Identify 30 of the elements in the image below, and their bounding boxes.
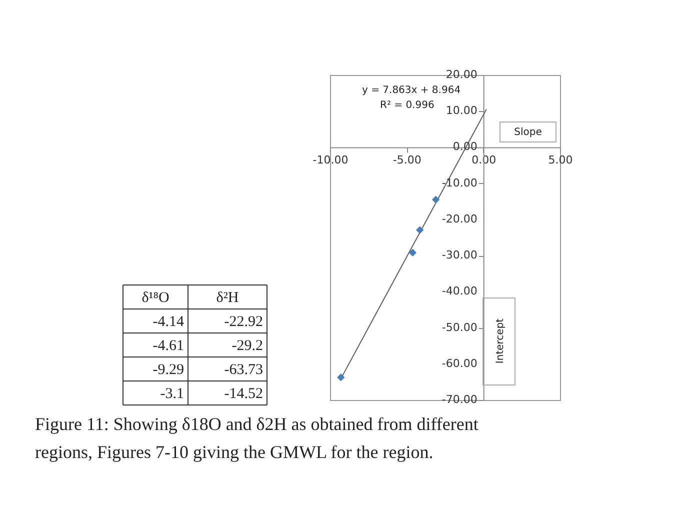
annotation: Intercept xyxy=(495,318,506,364)
text: -9.29 xyxy=(152,362,184,378)
x-tick-label: 5.00 xyxy=(548,154,573,167)
caption: Figure 11: Showing δ18O and δ2H as obtained from different regions, Figures 7-10 giving the GMWL for the region. xyxy=(35,414,478,462)
text: -63.73 xyxy=(224,362,263,378)
text: -3.1 xyxy=(160,386,184,402)
y-tick-label: -70.00 xyxy=(442,393,478,406)
text: -14.52 xyxy=(224,386,263,402)
y-tick-label: -60.00 xyxy=(442,356,478,370)
y-tick-label: -30.00 xyxy=(442,248,478,262)
y-tick-label: -20.00 xyxy=(442,212,478,226)
annotation: R² = 0.996 xyxy=(380,100,434,111)
point xyxy=(337,373,345,382)
x-tick-label: -10.00 xyxy=(312,154,348,167)
annotation: Slope xyxy=(514,127,542,138)
text: δ²H xyxy=(216,290,239,306)
text: -4.14 xyxy=(152,314,184,330)
y-tick-label: 10.00 xyxy=(446,104,478,118)
point xyxy=(416,226,424,234)
point xyxy=(408,248,417,257)
text: -4.61 xyxy=(152,338,184,354)
y-tick-label: 20.00 xyxy=(446,68,478,81)
y-tick-label: -50.00 xyxy=(442,320,478,334)
x-tick-label: -5.00 xyxy=(392,154,422,167)
annotation: y = 7.863x + 8.964 xyxy=(362,85,461,96)
text: -22.92 xyxy=(224,314,263,330)
text: δ¹⁸O xyxy=(142,290,170,306)
y-tick-label: -40.00 xyxy=(442,284,478,298)
point xyxy=(432,196,440,204)
text: -29.2 xyxy=(232,338,263,354)
